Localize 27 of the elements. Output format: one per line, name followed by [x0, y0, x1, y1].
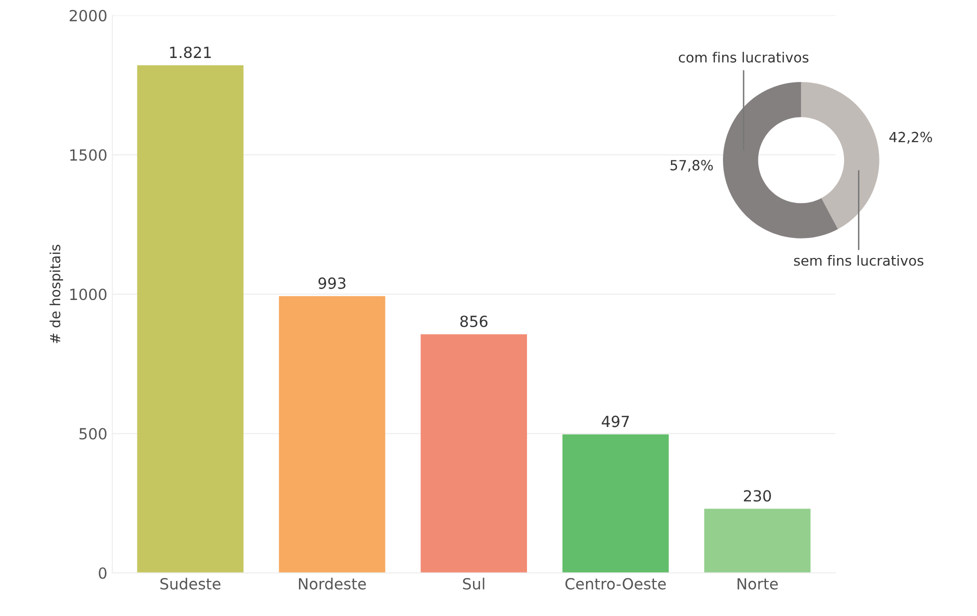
y-tick-label: 2000 [70, 10, 106, 22]
bar [562, 434, 669, 573]
slice-label: com fins lucrativos [678, 52, 808, 63]
x-tick-label: Norte [738, 578, 778, 590]
data-label: 993 [318, 277, 346, 289]
data-label: 42,2% [889, 132, 932, 144]
bar [420, 334, 528, 573]
slice-label: sem fins lucrativos [794, 255, 924, 266]
x-tick-label: Sudeste [160, 578, 220, 590]
donut-slice [801, 82, 880, 230]
y-tick-label: 1500 [70, 149, 106, 161]
data-label: 856 [460, 316, 488, 328]
data-label: 57,8% [670, 160, 713, 172]
data-label: 497 [602, 416, 629, 428]
bar [137, 65, 244, 573]
y-tick-label: 500 [80, 428, 106, 440]
data-label: 1.821 [170, 46, 211, 58]
x-tick-label: Nordeste [298, 578, 366, 590]
bar [278, 296, 386, 573]
y-tick-label: 1000 [70, 288, 106, 300]
y-tick-label: 0 [98, 567, 106, 579]
bar [704, 508, 811, 573]
x-tick-label: Centro-Oeste [565, 578, 666, 590]
donut-slice [722, 82, 838, 238]
y-axis-title: # de hospitais [50, 244, 64, 344]
data-label: 230 [744, 490, 771, 502]
x-tick-label: Sul [463, 578, 484, 590]
